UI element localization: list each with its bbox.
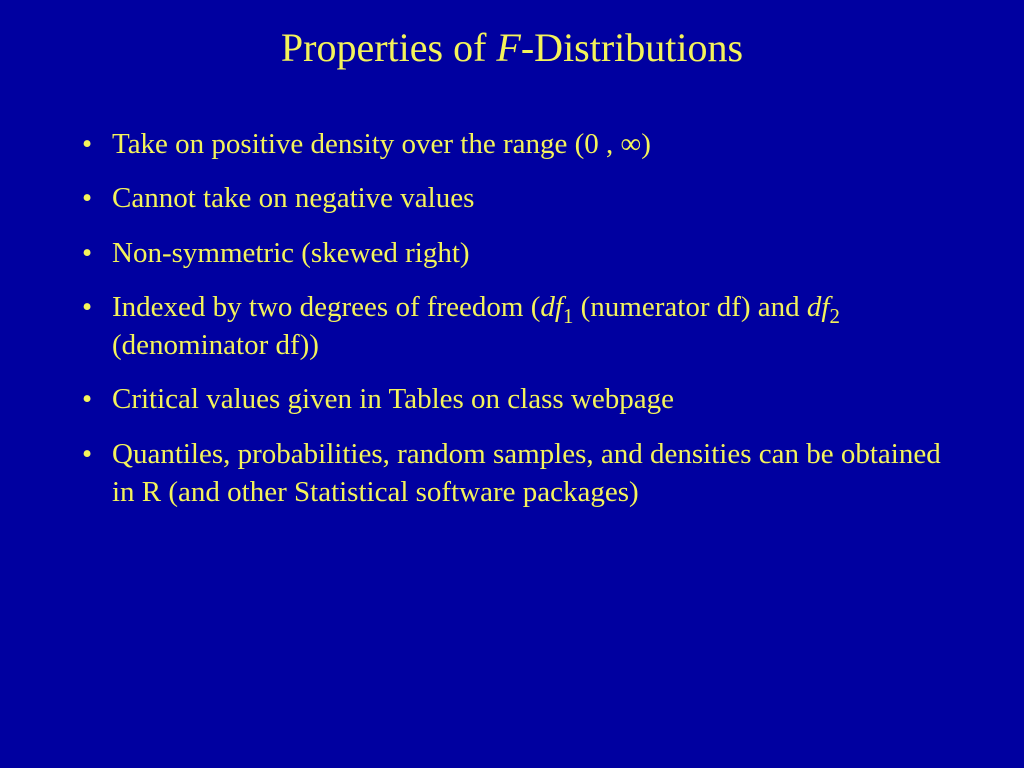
list-item: Critical values given in Tables on class…	[78, 380, 956, 418]
df-symbol: df	[807, 291, 830, 323]
subscript: 1	[563, 304, 573, 328]
text: Indexed by two degrees of freedom (	[112, 291, 540, 323]
list-item: Non-symmetric (skewed right)	[78, 234, 956, 272]
list-item: Indexed by two degrees of freedom (df1 (…	[78, 288, 956, 365]
text: (numerator df) and	[573, 291, 807, 323]
list-item: Take on positive density over the range …	[78, 125, 956, 163]
list-item: Cannot take on negative values	[78, 179, 956, 217]
subscript: 2	[829, 304, 839, 328]
title-post: -Distributions	[521, 25, 743, 70]
text: (denominator df))	[112, 329, 319, 361]
list-item: Quantiles, probabilities, random samples…	[78, 435, 956, 512]
bullet-list: Take on positive density over the range …	[68, 125, 956, 511]
title-pre: Properties of	[281, 25, 497, 70]
slide-title: Properties of F-Distributions	[68, 24, 956, 71]
df-symbol: df	[540, 291, 563, 323]
title-italic: F	[496, 25, 520, 70]
